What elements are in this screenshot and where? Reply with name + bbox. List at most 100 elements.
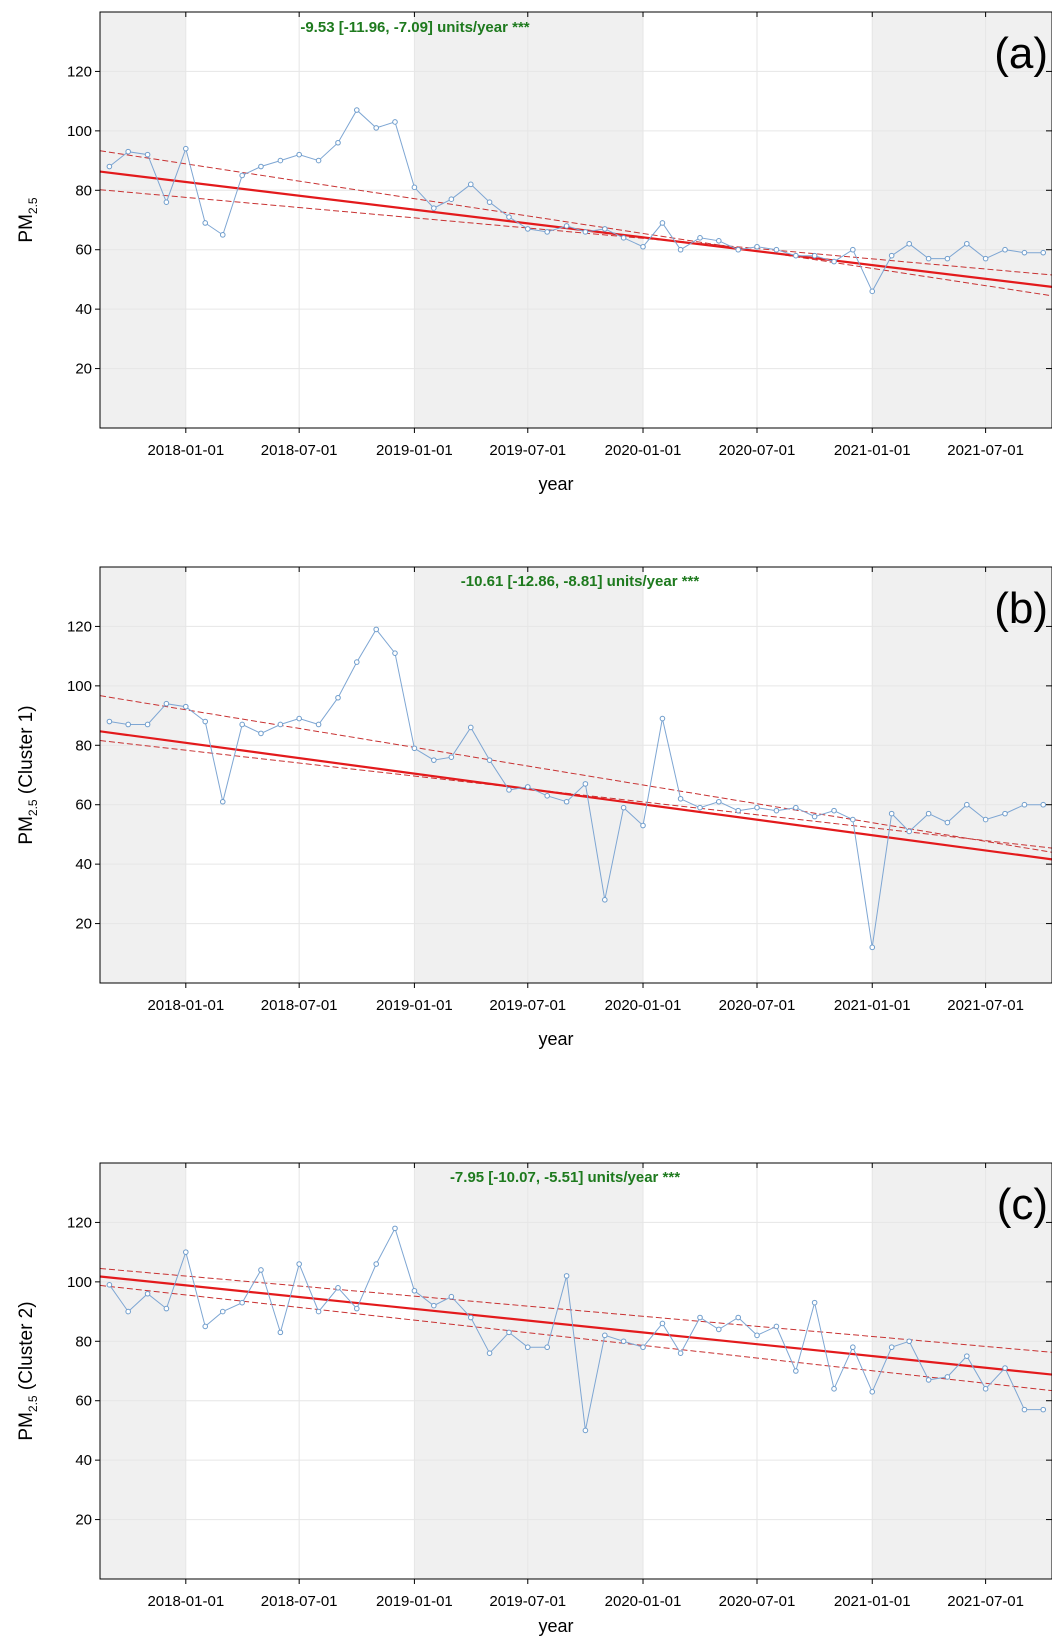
- data-point: [144, 721, 151, 728]
- data-point: [754, 243, 760, 250]
- data-point: [602, 226, 608, 232]
- y-tick-label: 20: [75, 916, 92, 933]
- y-tick-label: 80: [75, 737, 92, 754]
- data-point: [716, 1326, 722, 1333]
- data-point: [716, 798, 722, 805]
- data-point: [944, 1374, 951, 1380]
- data-point: [431, 757, 437, 763]
- data-point: [315, 721, 322, 728]
- ci-lower-line: [100, 1284, 1052, 1392]
- data-point: [486, 1350, 493, 1356]
- data-point: [506, 787, 512, 793]
- year-shade-band: [100, 567, 186, 983]
- data-point: [620, 1338, 627, 1345]
- data-point: [486, 757, 493, 763]
- data-point: [202, 220, 209, 226]
- data-point: [183, 703, 189, 710]
- data-point: [373, 1261, 380, 1267]
- data-point: [563, 223, 570, 229]
- data-point: [754, 1332, 760, 1339]
- x-tick-label: 2020-01-01: [605, 1593, 682, 1610]
- data-point: [1040, 1406, 1047, 1413]
- data-point: [640, 243, 646, 250]
- data-point: [602, 897, 608, 903]
- panel-b: 20 40 60 80 100 120 2018-01-01 2018-07-01 2019-…: [16, 566, 1052, 1049]
- data-point: [258, 1267, 264, 1273]
- data-point: [277, 157, 284, 164]
- x-axis-ticks: 2018-01-01 2018-07-01 2019-01-01 2019-07-01…: [147, 567, 1024, 1014]
- gridlines: [100, 1163, 1052, 1579]
- data-point: [982, 1386, 989, 1392]
- data-point: [315, 1308, 322, 1315]
- data-point: [869, 288, 876, 295]
- y-tick-label: 100: [67, 1274, 92, 1291]
- x-tick-label: 2019-01-01: [376, 997, 453, 1014]
- data-point: [125, 1308, 131, 1315]
- data-point: [448, 196, 455, 202]
- data-point: [906, 240, 913, 247]
- data-point: [392, 119, 398, 125]
- data-point: [1040, 249, 1047, 256]
- data-point: [353, 659, 360, 665]
- x-tick-label: 2019-07-01: [489, 442, 566, 459]
- y-tick-label: 40: [75, 301, 92, 318]
- data-point: [659, 220, 666, 226]
- trend-annotation: -10.61 [-12.86, -8.81] units/year ***: [461, 573, 700, 590]
- data-point: [467, 1314, 474, 1321]
- data-point: [735, 1314, 742, 1321]
- data-point: [964, 240, 970, 247]
- y-tick-label: 20: [75, 1512, 92, 1529]
- data-point: [411, 184, 418, 191]
- x-tick-label: 2020-07-01: [719, 997, 796, 1014]
- x-tick-label: 2020-07-01: [719, 442, 796, 459]
- data-point: [353, 1305, 360, 1312]
- data-point: [1021, 801, 1028, 808]
- data-point: [697, 804, 703, 811]
- data-point: [506, 214, 512, 220]
- data-point: [183, 145, 189, 152]
- data-point: [219, 798, 226, 805]
- data-point: [1002, 1365, 1008, 1371]
- series-line: [109, 109, 1044, 293]
- x-tick-label: 2021-01-01: [834, 1593, 911, 1610]
- data-point: [563, 798, 570, 805]
- data-point: [659, 715, 666, 722]
- data-point: [467, 181, 474, 188]
- data-point: [258, 163, 264, 170]
- data-point: [964, 801, 970, 808]
- data-point: [202, 1323, 209, 1330]
- data-point: [506, 1329, 512, 1336]
- data-point: [925, 810, 932, 817]
- data-point: [716, 238, 722, 244]
- data-point: [106, 163, 113, 170]
- trend-annotation: -9.53 [-11.96, -7.09] units/year ***: [300, 19, 529, 36]
- data-point: [677, 1350, 684, 1356]
- x-tick-label: 2019-07-01: [489, 997, 566, 1014]
- year-shade-band: [872, 567, 1052, 983]
- data-point: [773, 246, 780, 253]
- x-tick-label: 2021-01-01: [834, 997, 911, 1014]
- trend-annotation: -7.95 [-10.07, -5.51] units/year ***: [450, 1169, 680, 1186]
- data-point: [982, 255, 989, 262]
- data-point: [735, 807, 742, 814]
- data-point: [906, 1338, 913, 1345]
- data-point: [431, 205, 437, 211]
- data-point: [258, 730, 264, 737]
- panel-label: (b): [994, 584, 1048, 633]
- data-point: [850, 816, 856, 823]
- data-point: [831, 807, 837, 814]
- data-point: [467, 724, 474, 731]
- trend-lines: [100, 1267, 1052, 1392]
- pm25-series: [106, 107, 1047, 295]
- data-point: [964, 1353, 970, 1359]
- data-point: [773, 1323, 780, 1330]
- data-point: [144, 151, 151, 158]
- x-tick-label: 2018-07-01: [261, 1593, 338, 1610]
- data-point: [202, 718, 209, 725]
- data-point: [831, 258, 837, 265]
- data-point: [620, 804, 627, 811]
- data-point: [544, 1344, 550, 1351]
- year-shade-band: [100, 1163, 186, 1579]
- series-line: [108, 1227, 1044, 1431]
- y-tick-label: 100: [67, 123, 92, 140]
